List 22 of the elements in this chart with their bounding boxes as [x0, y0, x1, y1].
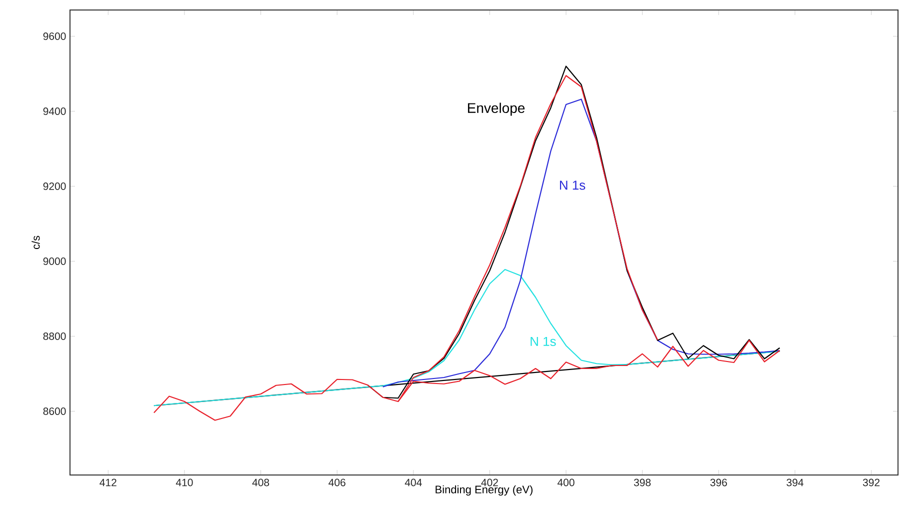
- x-tick-label: 410: [176, 478, 193, 486]
- y-tick-label: 9200: [43, 182, 66, 190]
- y-axis-title: c/s: [32, 236, 40, 250]
- series-label: N 1s: [530, 336, 556, 346]
- series-label: Envelope: [468, 102, 525, 116]
- x-axis-title: Binding Energy (eV): [436, 485, 533, 496]
- y-tick-label: 8800: [43, 332, 66, 340]
- y-tick-label: 9400: [43, 108, 66, 115]
- x-tick-label: 406: [328, 478, 346, 486]
- x-tick-label: 402: [481, 478, 498, 486]
- x-tick-label: 400: [558, 478, 574, 486]
- series-label: N 1s: [560, 180, 586, 190]
- y-tick-label: 9600: [43, 32, 66, 40]
- x-tick-label: 398: [634, 478, 651, 486]
- y-tick-label: 8600: [43, 408, 66, 415]
- x-tick-label: 408: [252, 478, 270, 486]
- x-tick-label: 394: [786, 478, 804, 486]
- x-tick-label: 392: [862, 478, 880, 486]
- x-tick-label: 396: [710, 478, 727, 486]
- y-tick-label: 9000: [43, 258, 66, 265]
- x-tick-label: 412: [100, 478, 116, 486]
- x-tick-label: 404: [404, 478, 422, 486]
